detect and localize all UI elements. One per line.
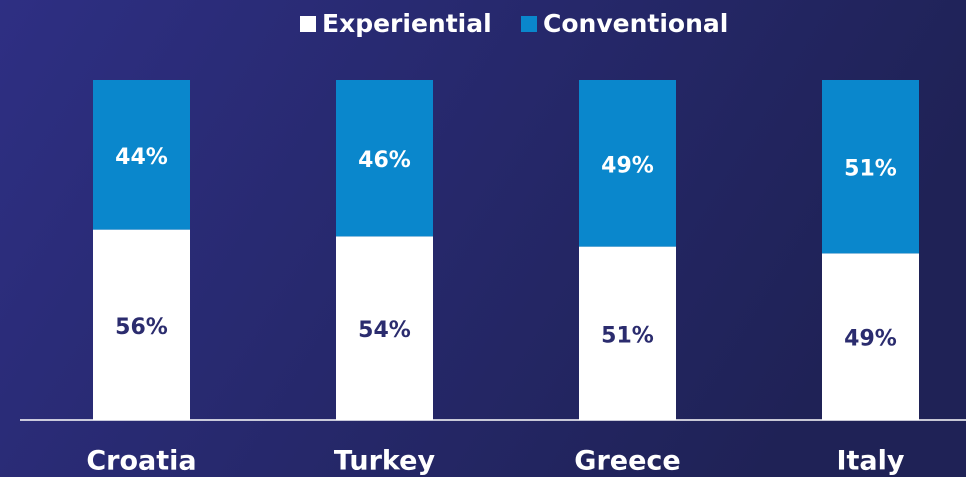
bar-segment <box>579 246 676 420</box>
bar-segment <box>822 253 919 420</box>
value-label: 51% <box>601 323 654 348</box>
bar-segment <box>93 229 190 420</box>
value-label: 49% <box>601 153 654 178</box>
category-label: Turkey <box>334 446 436 477</box>
legend-swatch <box>521 16 537 32</box>
bar-segment <box>336 236 433 420</box>
bar-segment <box>336 80 433 237</box>
category-label: Greece <box>574 446 680 477</box>
category-label: Croatia <box>86 446 196 477</box>
category-label: Italy <box>836 446 904 477</box>
legend-swatch <box>300 16 316 32</box>
value-label: 56% <box>115 315 168 340</box>
legend-label: Conventional <box>543 9 728 38</box>
value-label: 51% <box>844 157 897 182</box>
bar-segment <box>93 80 190 230</box>
legend-label: Experiential <box>322 9 492 38</box>
value-label: 49% <box>844 327 897 352</box>
value-label: 54% <box>358 318 411 343</box>
bar-segment <box>579 80 676 247</box>
value-label: 44% <box>115 145 168 170</box>
bar-segment <box>822 80 919 254</box>
value-label: 46% <box>358 148 411 173</box>
